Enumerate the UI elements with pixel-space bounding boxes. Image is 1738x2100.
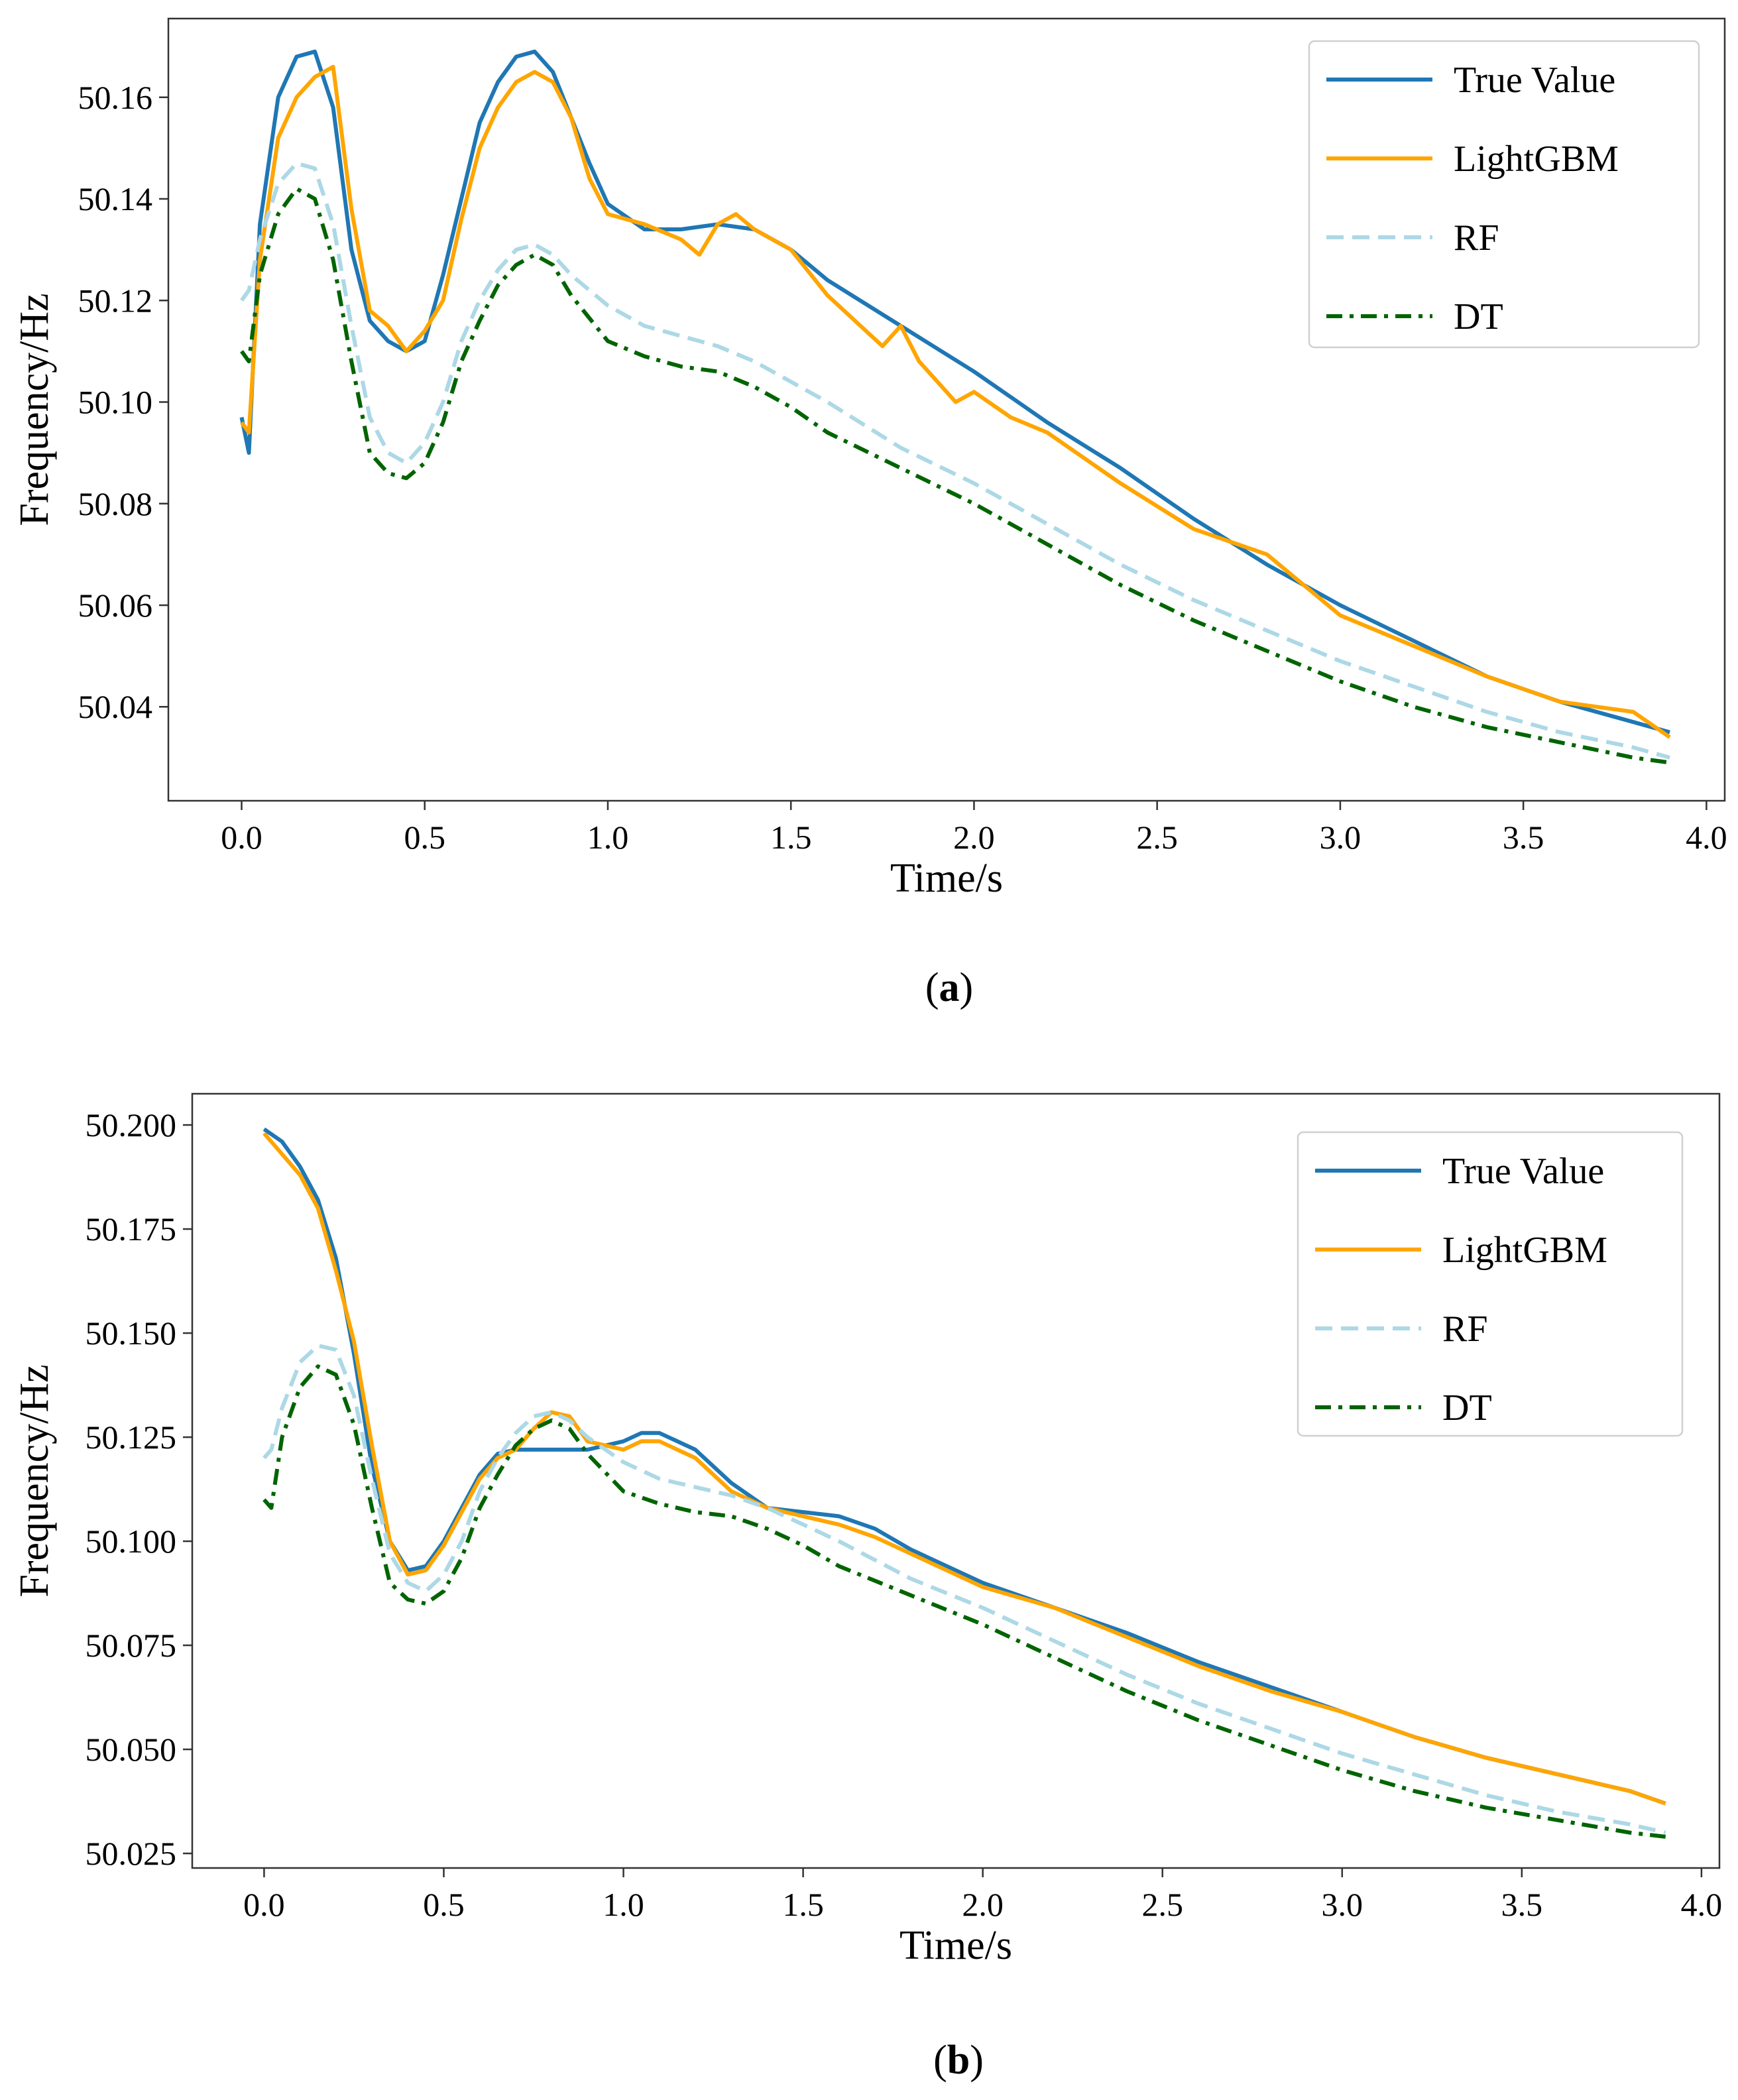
x-tick-label: 2.0 — [962, 1886, 1004, 1923]
y-axis-label: Frequency/Hz — [12, 1364, 57, 1597]
x-tick-label: 2.5 — [1136, 819, 1178, 856]
x-tick-label: 0.0 — [221, 819, 262, 856]
y-tick-label: 50.10 — [78, 384, 153, 421]
legend-label: LightGBM — [1454, 139, 1619, 180]
series-group — [239, 49, 1671, 765]
x-axis-label: Time/s — [899, 1923, 1012, 1968]
series-group — [262, 1127, 1666, 1839]
x-tick-label: 4.0 — [1681, 1886, 1723, 1923]
legend-label: DT — [1442, 1387, 1492, 1429]
x-tick-label: 4.0 — [1686, 819, 1727, 856]
y-tick-label: 50.12 — [78, 282, 153, 319]
x-tick-label: 2.0 — [953, 819, 995, 856]
y-tick-label: 50.050 — [86, 1731, 177, 1768]
x-tick-label: 3.0 — [1320, 819, 1361, 856]
x-tick-label: 1.5 — [782, 1886, 824, 1923]
y-tick-label: 50.200 — [86, 1106, 177, 1143]
legend-label: DT — [1454, 296, 1503, 337]
y-tick-label: 50.150 — [86, 1314, 177, 1352]
legend-label: True Value — [1454, 60, 1615, 101]
y-tick-label: 50.025 — [86, 1835, 177, 1872]
y-tick-label: 50.14 — [78, 180, 153, 217]
y-tick-label: 50.075 — [86, 1627, 177, 1664]
x-tick-label: 3.0 — [1322, 1886, 1363, 1923]
y-axis-label: Frequency/Hz — [12, 293, 57, 526]
panel-caption: (a) — [925, 965, 973, 1010]
chart-panel-b: 0.0 0.5 1.0 1.5 2.0 2.5 3.0 3.5 4.0 50.025 50.050 5… — [12, 1092, 1723, 2083]
series-line-true-value — [262, 1127, 1666, 1806]
series-line-dt — [240, 186, 1670, 765]
legend-label: True Value — [1442, 1151, 1604, 1192]
y-tick-label: 50.175 — [86, 1210, 177, 1248]
legend-label: RF — [1454, 217, 1499, 259]
x-tick-label: 3.5 — [1503, 819, 1544, 856]
legend: True Value LightGBM RF DT — [1297, 1131, 1684, 1437]
series-line-lightgbm — [262, 1132, 1666, 1806]
plot-frame — [191, 1092, 1721, 1869]
y-tick-label: 50.125 — [86, 1419, 177, 1456]
series-line-rf — [240, 161, 1670, 760]
legend-box — [1297, 1131, 1684, 1437]
legend-box — [1308, 40, 1700, 349]
y-tick-label: 50.04 — [78, 688, 153, 725]
series-line-lightgbm — [240, 64, 1671, 739]
x-tick-label: 1.5 — [770, 819, 812, 856]
legend: True Value LightGBM RF DT — [1308, 40, 1700, 349]
y-tick-label: 50.06 — [78, 587, 153, 624]
x-tick-label: 0.5 — [423, 1886, 465, 1923]
y-tick-label: 50.100 — [86, 1523, 177, 1560]
x-tick-label: 1.0 — [587, 819, 629, 856]
legend-label: RF — [1442, 1309, 1488, 1350]
x-tick-label: 3.5 — [1501, 1886, 1543, 1923]
x-tick-label: 0.0 — [243, 1886, 285, 1923]
series-line-rf — [262, 1343, 1666, 1835]
y-tick-label: 50.16 — [78, 79, 153, 116]
x-tick-label: 2.5 — [1141, 1886, 1183, 1923]
plot-frame — [167, 17, 1726, 802]
legend-label: LightGBM — [1442, 1230, 1607, 1271]
x-axis-label: Time/s — [890, 856, 1003, 901]
panel-caption: (b) — [933, 2038, 984, 2083]
x-tick-label: 1.0 — [603, 1886, 644, 1923]
x-tick-label: 0.5 — [404, 819, 445, 856]
chart-panel-a: 0.0 0.5 1.0 1.5 2.0 2.5 3.0 3.5 4.0 50.04 50.06 50.… — [12, 17, 1727, 1010]
y-tick-label: 50.08 — [78, 485, 153, 522]
